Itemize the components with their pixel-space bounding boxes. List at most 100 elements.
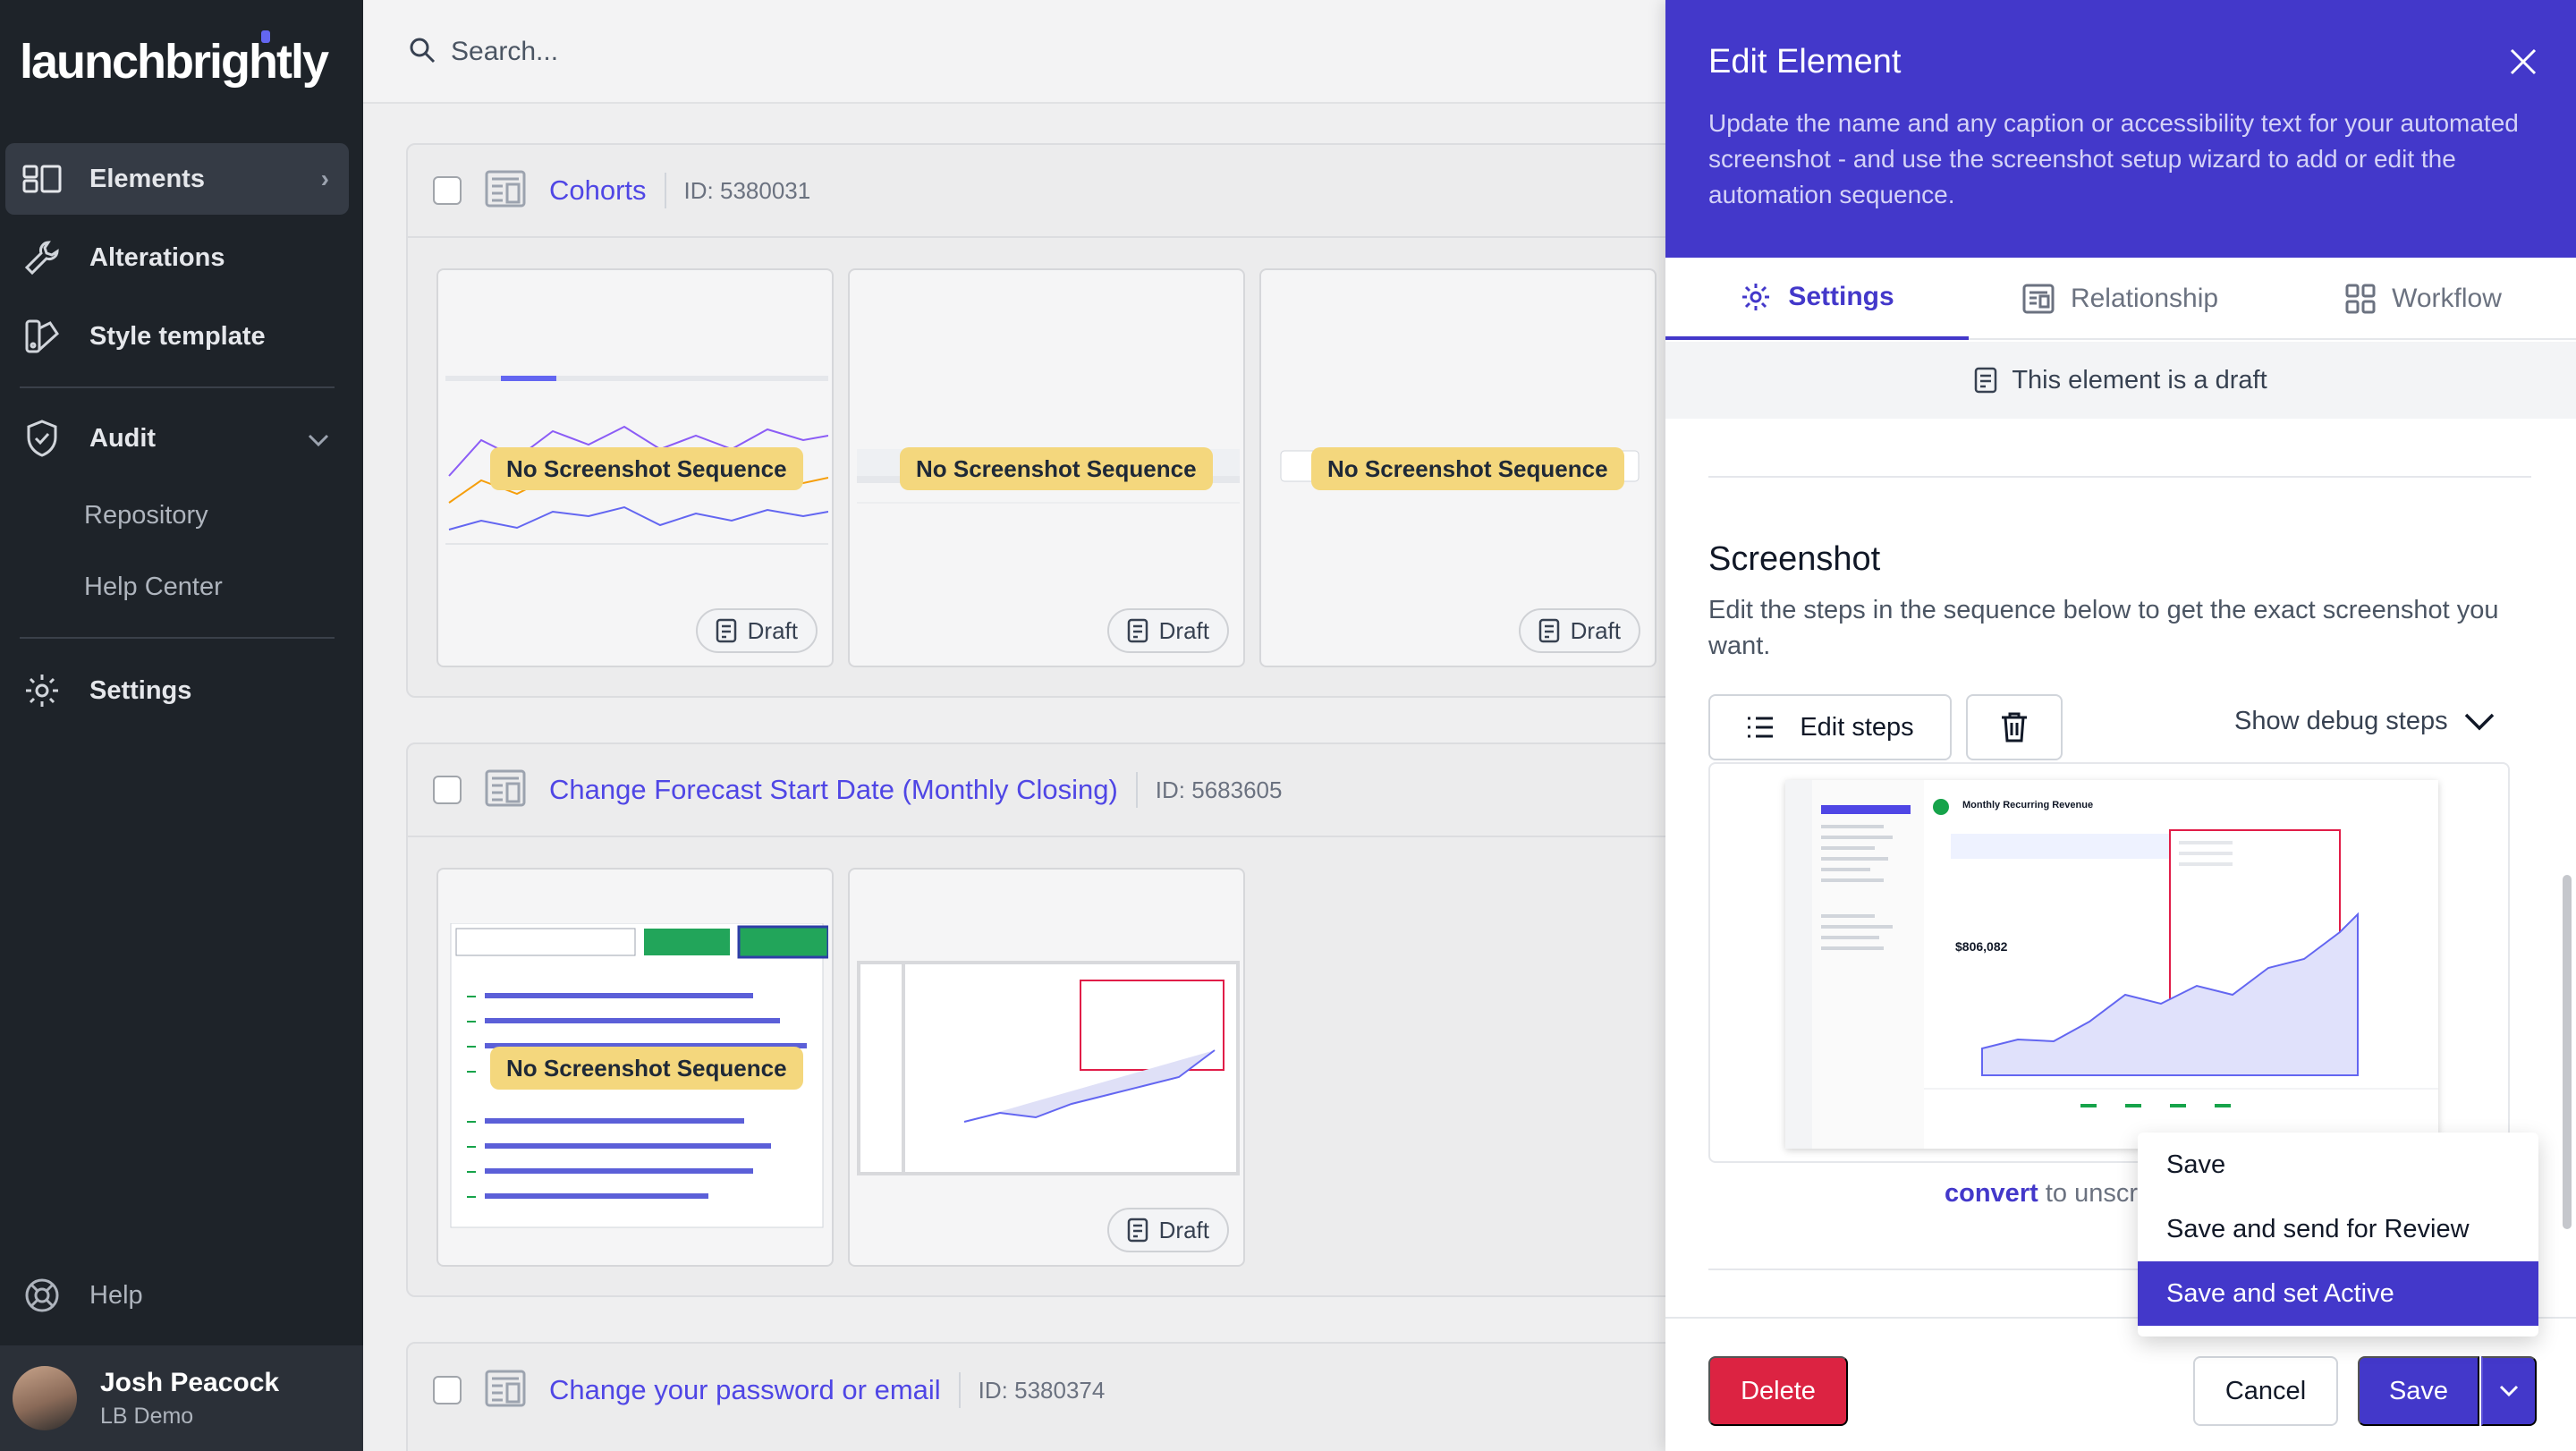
chevron-right-icon: › [320, 165, 329, 192]
group-checkbox[interactable] [433, 1376, 462, 1404]
edit-steps-label: Edit steps [1800, 712, 1914, 742]
delete-button[interactable]: Delete [1708, 1356, 1848, 1426]
search-bar [363, 0, 1665, 104]
sidebar-item-settings[interactable]: Settings [5, 655, 349, 726]
group-header: Change Forecast Start Date (Monthly Clos… [408, 744, 1674, 837]
tab-settings[interactable]: Settings [1665, 258, 1969, 340]
draft-notice-text: This element is a draft [2012, 365, 2267, 395]
panel-scrollbar[interactable] [2563, 875, 2572, 1229]
element-group: Cohorts ID: 5380031 No Screenshot Sequen… [406, 143, 1676, 698]
draft-label: Draft [1158, 616, 1209, 644]
convert-text: convert to unscr [1945, 1179, 2138, 1208]
trash-icon [2002, 712, 2027, 742]
chevron-down-icon [2499, 1385, 2519, 1397]
screenshot-heading: Screenshot [1708, 540, 1881, 578]
draft-label: Draft [1570, 616, 1621, 644]
panel-header: Edit Element Update the name and any cap… [1665, 0, 2576, 258]
convert-link[interactable]: convert [1945, 1179, 2038, 1208]
tab-relationship[interactable]: Relationship [1969, 258, 2272, 340]
search-input[interactable] [451, 29, 1166, 75]
screenshot-card[interactable]: No Screenshot Sequence Draft [1259, 268, 1657, 667]
sidebar-item-label: Style template [89, 321, 266, 351]
element-group: Change your password or email ID: 538037… [406, 1342, 1676, 1451]
sidebar-divider [20, 386, 335, 388]
sidebar-item-style-template[interactable]: Style template [5, 301, 349, 372]
sidebar-item-help[interactable]: Help [5, 1260, 349, 1331]
draft-badge: Draft [695, 608, 818, 653]
draft-icon [716, 618, 736, 643]
user-profile[interactable]: Josh Peacock LB Demo [0, 1345, 363, 1451]
screenshot-card[interactable]: No Screenshot Sequence [436, 868, 834, 1267]
sidebar-item-label: Settings [89, 675, 192, 705]
menu-item-save-active[interactable]: Save and set Active [2138, 1261, 2538, 1326]
group-name-link[interactable]: Change your password or email [549, 1374, 941, 1405]
element-group: Change Forecast Start Date (Monthly Clos… [406, 742, 1676, 1297]
app-logo[interactable]: launchbrightly [20, 30, 329, 89]
tab-workflow[interactable]: Workflow [2272, 258, 2575, 340]
screenshot-description: Edit the steps in the sequence below to … [1708, 596, 2499, 660]
group-id: ID: 5380374 [978, 1376, 1106, 1404]
menu-item-save[interactable]: Save [2166, 1150, 2226, 1179]
draft-icon [1975, 367, 1997, 394]
draft-label: Draft [1158, 1216, 1209, 1243]
group-header: Change your password or email ID: 538037… [408, 1344, 1674, 1437]
no-sequence-badge: No Screenshot Sequence [900, 447, 1213, 490]
divider [1708, 1269, 2531, 1270]
sidebar-divider [20, 637, 335, 639]
gear-icon [21, 670, 63, 711]
draft-badge: Draft [1518, 608, 1640, 653]
screenshot-card[interactable]: No Screenshot Sequence Draft [436, 268, 834, 667]
draft-icon [1127, 618, 1148, 643]
screenshot-preview[interactable]: Monthly Recurring Revenue $806,082 [1708, 762, 2510, 1163]
sidebar-item-audit[interactable]: Audit [5, 403, 349, 474]
group-id: ID: 5683605 [1155, 776, 1283, 803]
draft-badge: Draft [1106, 608, 1229, 653]
preview-title: Monthly Recurring Revenue [1962, 800, 2094, 810]
grid-icon [2345, 284, 2376, 314]
divider [1708, 476, 2531, 478]
lifebuoy-icon [21, 1275, 63, 1316]
group-name-link[interactable]: Change Forecast Start Date (Monthly Clos… [549, 774, 1118, 805]
panel-title: Edit Element [1708, 43, 1902, 81]
element-icon [485, 769, 526, 811]
no-sequence-badge: No Screenshot Sequence [490, 447, 803, 490]
filter-thumbnail [1280, 450, 1640, 482]
separator [958, 1372, 961, 1408]
chevron-down-icon [2464, 713, 2494, 730]
group-checkbox[interactable] [433, 176, 462, 205]
save-button[interactable]: Save [2358, 1356, 2479, 1426]
save-options-menu: Save Save and send for Review Save and s… [2138, 1133, 2538, 1336]
cancel-button[interactable]: Cancel [2193, 1356, 2338, 1426]
table-thumbnail [857, 449, 1240, 504]
delete-steps-button[interactable] [1966, 694, 2063, 760]
chevron-down-icon [308, 424, 329, 453]
sidebar-subitem-help-center[interactable]: Help Center [84, 573, 223, 601]
separator [1135, 772, 1138, 808]
sidebar: launchbrightly Elements › Alterations St… [0, 0, 363, 1451]
edit-steps-button[interactable]: Edit steps [1708, 694, 1952, 760]
separator [664, 173, 666, 208]
show-debug-toggle[interactable]: Show debug steps [2234, 707, 2495, 736]
screenshot-card[interactable]: Draft [848, 868, 1245, 1267]
sidebar-item-alterations[interactable]: Alterations [5, 222, 349, 293]
screenshot-card[interactable]: No Screenshot Sequence Draft [848, 268, 1245, 667]
sidebar-item-label: Audit [89, 423, 157, 453]
draft-label: Draft [747, 616, 798, 644]
shield-check-icon [21, 418, 63, 459]
group-header: Cohorts ID: 5380031 [408, 145, 1674, 238]
sidebar-item-label: Alterations [89, 242, 225, 272]
group-checkbox[interactable] [433, 776, 462, 804]
sidebar-item-label: Elements [89, 164, 205, 193]
preview-image: Monthly Recurring Revenue $806,082 [1785, 780, 2438, 1149]
search-icon [408, 36, 436, 69]
element-icon [485, 1370, 526, 1412]
group-name-link[interactable]: Cohorts [549, 174, 647, 206]
close-icon[interactable] [2508, 47, 2538, 81]
relationship-icon [2022, 284, 2055, 314]
sidebar-subitem-repository[interactable]: Repository [84, 501, 208, 530]
sidebar-item-elements[interactable]: Elements › [5, 143, 349, 215]
draft-notice: This element is a draft [1665, 342, 2576, 419]
save-options-toggle[interactable] [2481, 1356, 2537, 1426]
main-content: Cohorts ID: 5380031 No Screenshot Sequen… [363, 0, 1676, 1451]
menu-item-save-review[interactable]: Save and send for Review [2166, 1214, 2470, 1243]
